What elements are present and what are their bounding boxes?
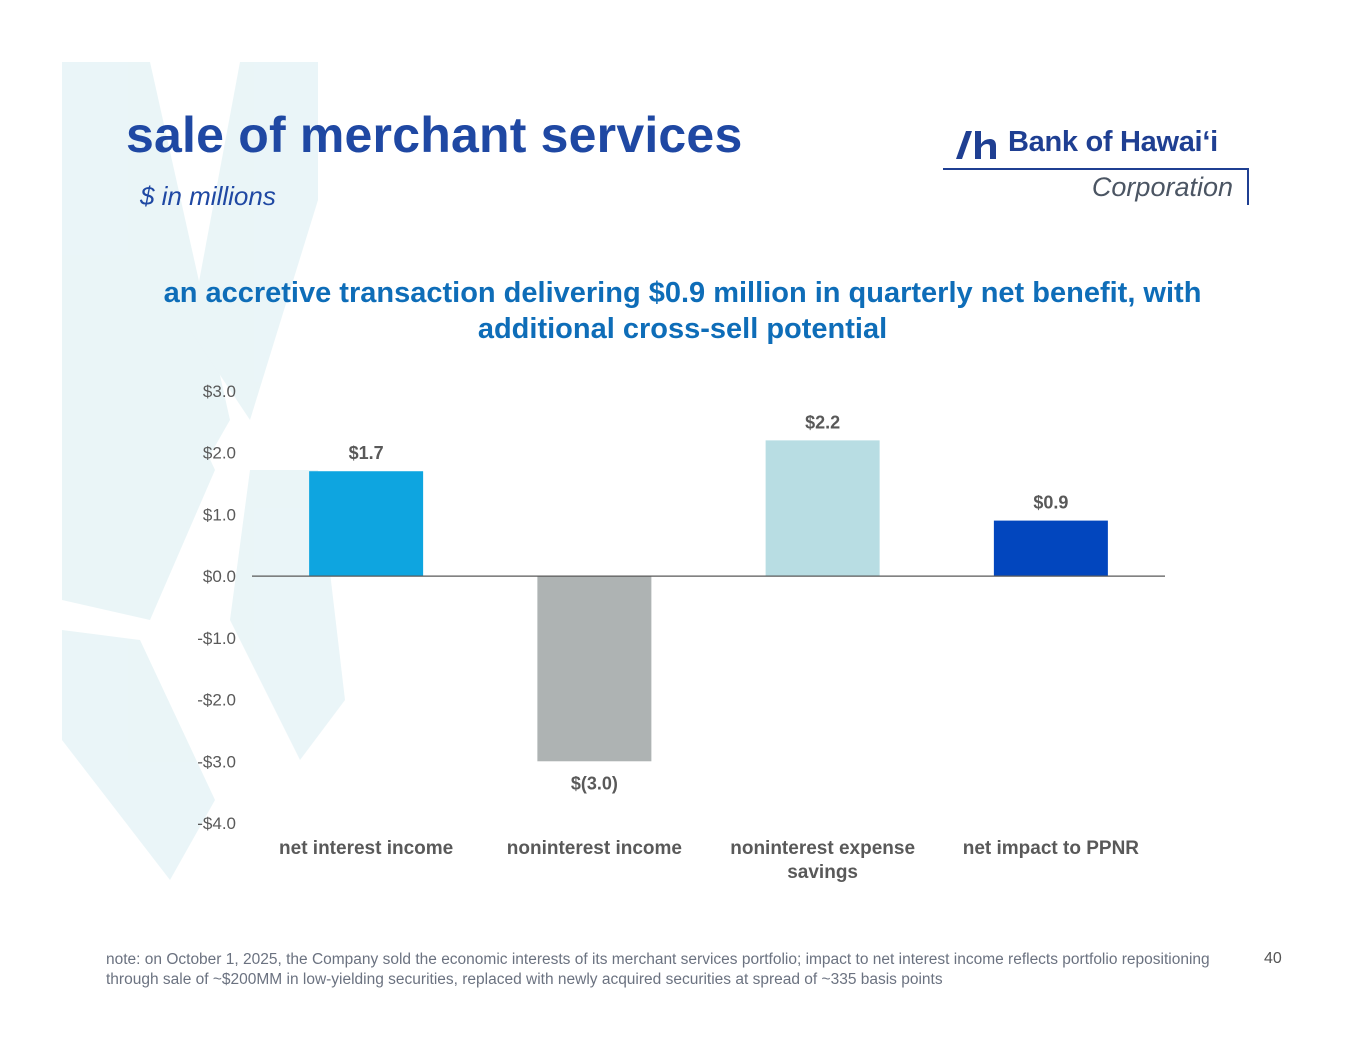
x-category-label: savings xyxy=(787,862,858,883)
bank-of-hawaii-logo-mark-icon xyxy=(956,131,996,159)
x-category-label: net interest income xyxy=(279,838,453,859)
x-axis: net interest income noninterest income non… xyxy=(279,838,1139,883)
y-tick-label: -$2.0 xyxy=(197,691,236,710)
y-tick-label: -$3.0 xyxy=(197,752,236,771)
logo-divider xyxy=(943,168,1249,170)
x-category-label: noninterest expense xyxy=(730,838,915,859)
y-tick-label: $3.0 xyxy=(203,382,236,401)
data-label-noninterest-income: $(3.0) xyxy=(571,773,618,793)
bar-net-impact-to-ppnr xyxy=(993,520,1108,577)
logo-name: Bank of Hawaiʻi xyxy=(1008,126,1218,158)
logo-divider-vertical xyxy=(1247,168,1249,205)
y-tick-label: $2.0 xyxy=(203,444,236,463)
y-tick-label: $0.0 xyxy=(203,567,236,586)
bar-noninterest-income xyxy=(537,576,652,762)
slide-title: sale of merchant services xyxy=(126,107,743,163)
y-tick-label: -$4.0 xyxy=(197,814,236,833)
bar-noninterest-expense-savings xyxy=(765,440,880,577)
data-label-noninterest-expense-savings: $2.2 xyxy=(805,412,840,432)
bars xyxy=(309,440,1108,762)
data-label-net-interest-income: $1.7 xyxy=(349,443,384,463)
logo-corporation: Corporation xyxy=(1091,172,1233,202)
data-label-net-impact-to-ppnr: $0.9 xyxy=(1033,493,1068,513)
page-number: 40 xyxy=(1264,950,1282,967)
x-category-label: net impact to PPNR xyxy=(963,838,1140,859)
y-tick-label: $1.0 xyxy=(203,505,236,524)
footnote: note: on October 1, 2025, the Company so… xyxy=(106,951,1210,988)
bank-logo: Bank of Hawaiʻi Corporation xyxy=(940,118,1255,210)
slide-subtitle: $ in millions xyxy=(140,181,276,211)
data-labels: $1.7 $(3.0) $2.2 $0.9 xyxy=(349,412,1069,793)
bar-net-interest-income xyxy=(309,471,424,577)
y-axis: $3.0 $2.0 $1.0 $0.0 -$1.0 -$2.0 -$3.0 -$4.0 xyxy=(197,382,236,833)
y-tick-label: -$1.0 xyxy=(197,629,236,648)
x-category-label: noninterest income xyxy=(507,838,682,859)
headline: an accretive transaction delivering $0.9… xyxy=(163,277,1202,345)
